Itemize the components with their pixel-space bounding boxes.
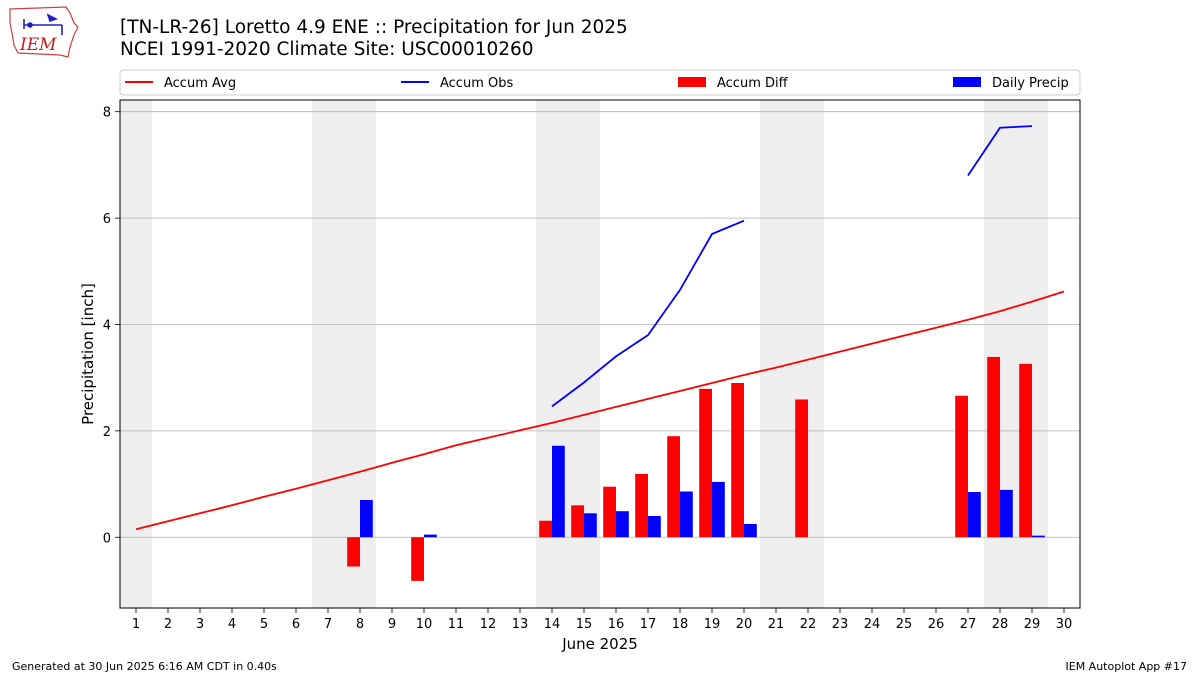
legend-swatch-bar bbox=[678, 77, 706, 87]
accum-diff-bar bbox=[667, 436, 680, 538]
legend-swatch-bar bbox=[953, 77, 981, 87]
accum-diff-bar bbox=[347, 537, 360, 567]
x-tick-label: 18 bbox=[672, 617, 689, 632]
accum-diff-bar bbox=[539, 520, 552, 538]
daily-precip-bar bbox=[680, 491, 693, 538]
x-tick-label: 6 bbox=[292, 617, 300, 632]
x-tick-label: 11 bbox=[448, 617, 465, 632]
accum-diff-bar bbox=[603, 486, 616, 538]
chart-subtitle: NCEI 1991-2020 Climate Site: USC00010260 bbox=[120, 39, 534, 60]
x-tick-label: 7 bbox=[324, 617, 332, 632]
x-tick-label: 23 bbox=[832, 617, 849, 632]
x-tick-label: 22 bbox=[800, 617, 817, 632]
chart-title: [TN-LR-26] Loretto 4.9 ENE :: Precipitat… bbox=[120, 17, 628, 38]
accum-diff-bar bbox=[635, 473, 648, 538]
daily-precip-bar bbox=[360, 500, 373, 538]
weather-station-icon bbox=[23, 13, 63, 35]
accum-diff-bar bbox=[411, 537, 424, 581]
accum-obs-line bbox=[551, 219, 745, 408]
weekend-shade bbox=[760, 100, 824, 608]
accum-diff-bar bbox=[987, 356, 1000, 538]
x-tick-label: 2 bbox=[164, 617, 172, 632]
x-tick-label: 26 bbox=[928, 617, 945, 632]
x-tick-label: 24 bbox=[864, 617, 881, 632]
x-tick-label: 29 bbox=[1024, 617, 1041, 632]
x-tick-label: 19 bbox=[704, 617, 721, 632]
app-footer: IEM Autoplot App #17 bbox=[1065, 660, 1188, 673]
generated-footer: Generated at 30 Jun 2025 6:16 AM CDT in … bbox=[12, 660, 277, 673]
x-tick-label: 1 bbox=[132, 617, 140, 632]
daily-precip-bar bbox=[712, 481, 725, 538]
x-tick-label: 30 bbox=[1056, 617, 1073, 632]
x-tick-label: 3 bbox=[196, 617, 204, 632]
x-tick-label: 21 bbox=[768, 617, 785, 632]
daily-precip-bar bbox=[616, 511, 629, 538]
daily-precip-bar bbox=[552, 445, 565, 538]
daily-precip-bar bbox=[968, 492, 981, 538]
daily-precip-bar bbox=[648, 515, 661, 538]
x-tick-label: 28 bbox=[992, 617, 1009, 632]
plot-frame bbox=[119, 99, 1081, 609]
x-tick-label: 9 bbox=[388, 617, 396, 632]
logo-text: IEM bbox=[19, 35, 57, 55]
iowa-state-outline-icon bbox=[9, 6, 79, 58]
legend-label: Accum Obs bbox=[440, 76, 513, 91]
x-tick-label: 20 bbox=[736, 617, 753, 632]
daily-precip-bar bbox=[1032, 535, 1045, 538]
daily-precip-bar bbox=[584, 513, 597, 538]
accum-diff-bar bbox=[795, 399, 808, 538]
x-tick-label: 25 bbox=[896, 617, 913, 632]
accum-diff-bar bbox=[699, 388, 712, 538]
y-axis-label: Precipitation [inch] bbox=[79, 283, 97, 425]
x-tick-label: 27 bbox=[960, 617, 977, 632]
accum-obs-line bbox=[967, 125, 1033, 177]
x-tick-label: 13 bbox=[512, 617, 529, 632]
y-tick-label: 6 bbox=[103, 212, 111, 227]
legend-label: Accum Diff bbox=[717, 76, 789, 91]
x-tick-label: 4 bbox=[228, 617, 236, 632]
y-tick-label: 4 bbox=[103, 318, 111, 333]
legend-label: Daily Precip bbox=[992, 76, 1069, 91]
x-tick-label: 10 bbox=[416, 617, 433, 632]
iem-logo: IEM bbox=[9, 6, 79, 58]
x-tick-label: 8 bbox=[356, 617, 364, 632]
x-tick-label: 12 bbox=[480, 617, 497, 632]
accum-diff-bar bbox=[731, 382, 744, 538]
y-tick-label: 0 bbox=[103, 531, 111, 546]
accum-diff-bar bbox=[1019, 363, 1032, 538]
legend-label: Accum Avg bbox=[164, 76, 236, 91]
x-tick-label: 5 bbox=[260, 617, 268, 632]
weekend-shade bbox=[120, 100, 152, 608]
y-tick-label: 8 bbox=[103, 106, 111, 121]
accum-diff-bar bbox=[955, 395, 968, 538]
daily-precip-bar bbox=[744, 523, 757, 538]
daily-precip-bar bbox=[424, 534, 437, 538]
x-tick-label: 17 bbox=[640, 617, 657, 632]
legend-box bbox=[119, 69, 1081, 96]
y-tick-label: 2 bbox=[103, 425, 111, 440]
x-tick-label: 15 bbox=[576, 617, 593, 632]
accum-avg-line bbox=[135, 290, 1065, 531]
x-tick-label: 16 bbox=[608, 617, 625, 632]
x-tick-label: 14 bbox=[544, 617, 561, 632]
accum-diff-bar bbox=[571, 505, 584, 538]
daily-precip-bar bbox=[1000, 489, 1013, 538]
x-axis-label: June 2025 bbox=[561, 635, 638, 653]
